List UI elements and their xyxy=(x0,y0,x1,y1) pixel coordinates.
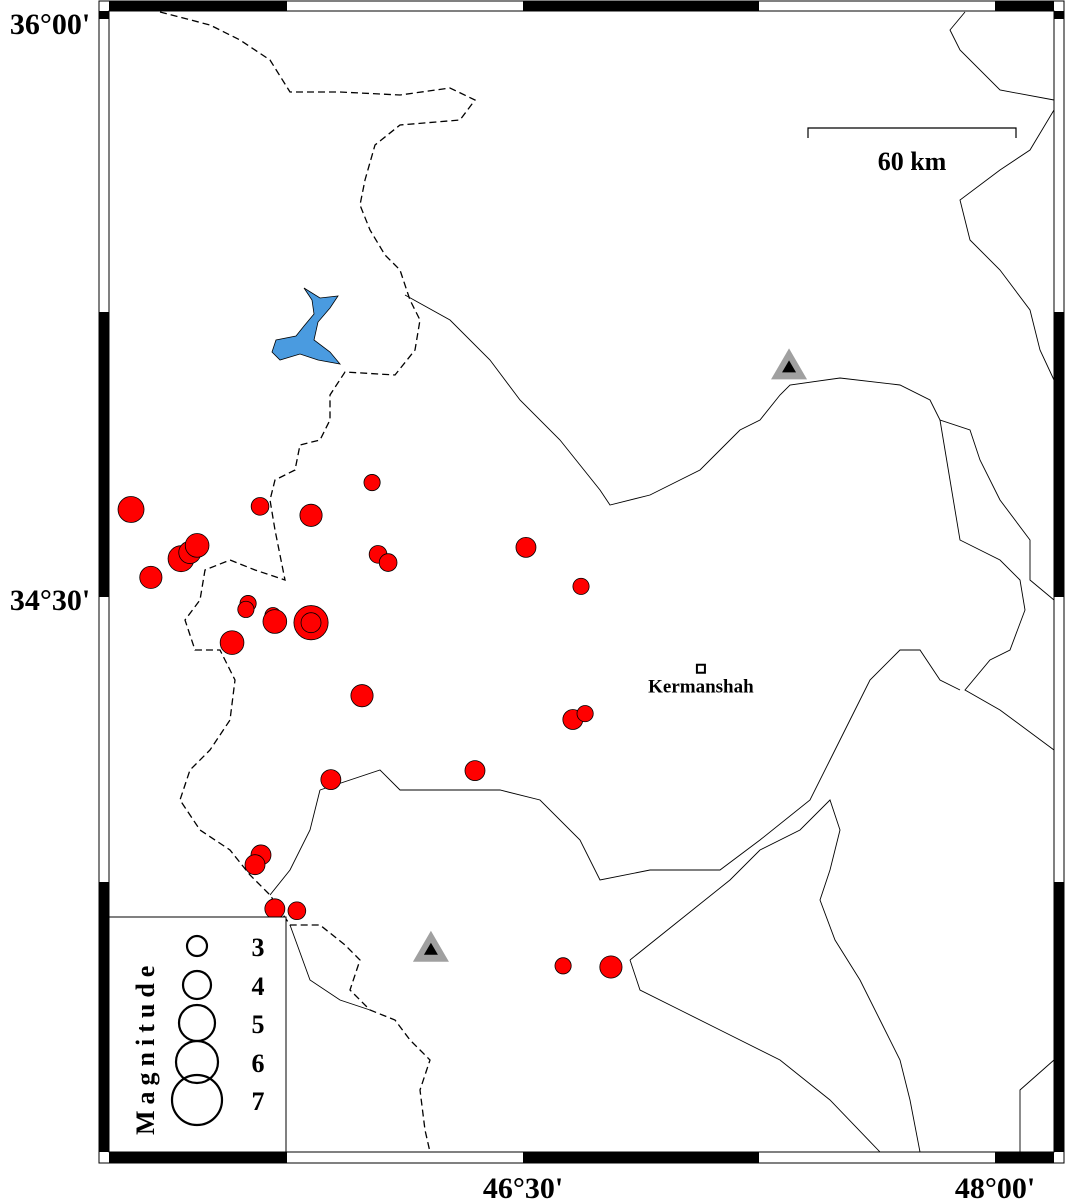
legend-label-4: 4 xyxy=(252,972,265,1001)
earthquake-event xyxy=(244,854,266,876)
earthquake-event xyxy=(363,474,381,492)
earthquake-event xyxy=(300,612,322,634)
earthquake-event xyxy=(184,533,210,558)
city-label: Kermanshah xyxy=(648,677,754,698)
earthquake-event xyxy=(576,705,594,723)
earthquake-event xyxy=(350,684,374,708)
lat-label-top: 36°00' xyxy=(10,8,90,41)
lon-label-mid: 46°30' xyxy=(483,1172,563,1202)
earthquake-event xyxy=(554,957,572,975)
legend-circle-6 xyxy=(174,1039,220,1085)
scale-bar-label: 60 km xyxy=(878,147,947,176)
earthquake-events xyxy=(117,474,623,979)
earthquake-event xyxy=(599,955,623,979)
legend-label-3: 3 xyxy=(252,933,265,962)
lake xyxy=(271,287,342,365)
earthquake-event xyxy=(515,536,537,558)
seismic-stations xyxy=(412,348,808,962)
legend-label-5: 5 xyxy=(252,1010,265,1039)
lat-label-mid: 34°30' xyxy=(10,584,90,617)
city-marker: Kermanshah xyxy=(648,663,754,698)
magnitude-legend: Magnitude 3 4 5 6 7 xyxy=(108,916,287,1153)
legend-circle-4 xyxy=(181,969,213,1001)
earthquake-event xyxy=(572,577,590,595)
station-triangle-icon xyxy=(771,348,808,380)
legend-title: Magnitude xyxy=(131,960,160,1135)
earthquake-event xyxy=(299,503,323,527)
station-triangle-icon xyxy=(412,930,449,962)
earthquake-event xyxy=(264,898,286,920)
earthquake-event xyxy=(464,760,486,782)
legend-label-6: 6 xyxy=(252,1049,265,1078)
earthquake-event xyxy=(287,901,307,921)
earthquake-event xyxy=(139,565,163,589)
earthquake-event xyxy=(117,496,145,523)
lon-label-right: 48°00' xyxy=(955,1172,1035,1202)
scale-bar: 60 km xyxy=(807,127,1017,176)
city-square-icon xyxy=(695,663,706,674)
legend-circle-3 xyxy=(185,934,209,958)
earthquake-event xyxy=(219,630,245,655)
legend-label-7: 7 xyxy=(252,1087,265,1116)
earthquake-event xyxy=(237,600,255,618)
international-border xyxy=(159,11,476,1153)
earthquake-event xyxy=(250,497,270,516)
legend-circle-7 xyxy=(170,1073,224,1127)
province-borders xyxy=(269,11,1055,1153)
earthquake-event xyxy=(320,769,342,791)
earthquake-event xyxy=(262,609,288,634)
earthquake-event xyxy=(378,553,398,572)
